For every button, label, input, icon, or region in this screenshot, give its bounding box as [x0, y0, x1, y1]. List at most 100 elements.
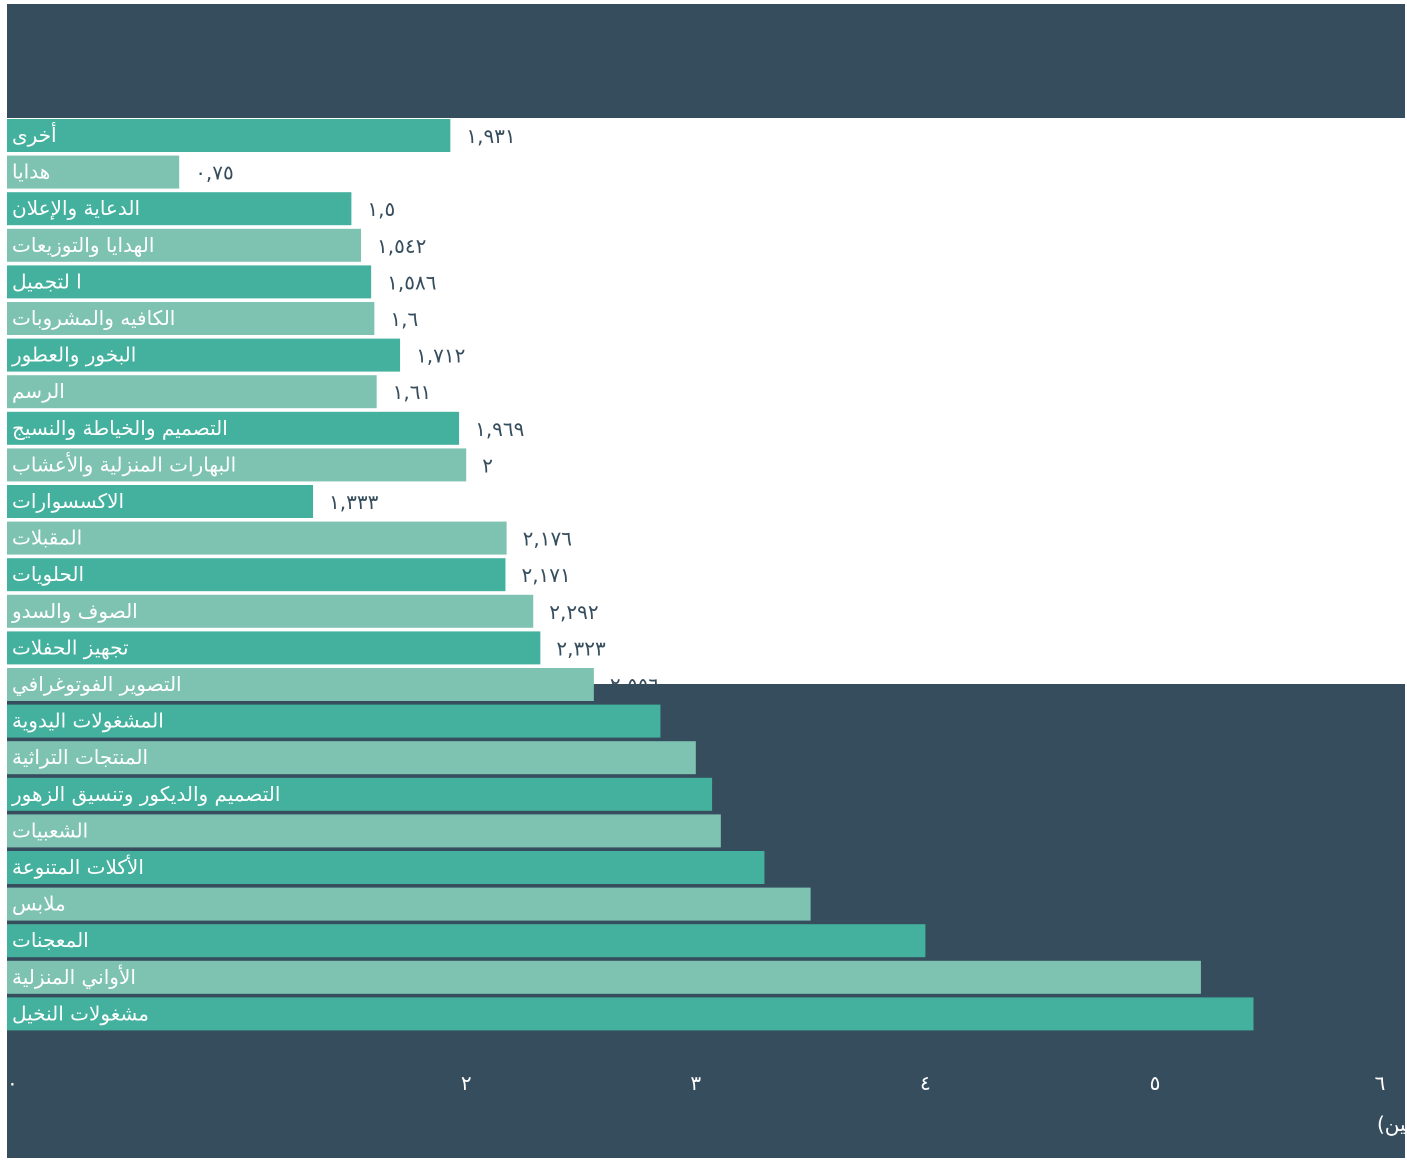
- bar: [7, 960, 1201, 994]
- category-label: الرسم: [12, 379, 65, 403]
- bar-group: المنتجات التراثية ٣: [7, 741, 723, 775]
- bar: [7, 887, 811, 921]
- bar-group: الهدايا والتوزيعات ١,٥٤٢: [7, 228, 426, 262]
- bar: [7, 741, 696, 775]
- bar-group: الدعاية والإعلان ١,٥: [7, 192, 395, 226]
- bar: [7, 485, 314, 518]
- bar-group: الحلويات ٢,١٧١: [7, 558, 571, 592]
- category-label: الشعبيات: [12, 818, 88, 842]
- category-label: ا لتجميل: [12, 269, 82, 293]
- value-label: ١,٩٣١: [466, 124, 515, 148]
- bar: [7, 228, 362, 262]
- x-tick-label: ٢: [461, 1071, 472, 1095]
- category-label: الهدايا والتوزيعات: [12, 233, 154, 257]
- value-label: ٣,٥: [827, 893, 855, 917]
- bar: [7, 411, 460, 445]
- x-tick-label: ٤: [920, 1071, 931, 1095]
- x-tick-label: ٣: [690, 1071, 701, 1095]
- bar-group: الرسم ١,٦١: [7, 375, 432, 409]
- category-label: أخرى: [12, 122, 57, 147]
- bar: [7, 631, 541, 665]
- bar-group: الأواني المنزلية ٥,٢: [7, 960, 1245, 994]
- value-label: ٣,٠٧١: [728, 783, 777, 807]
- x-axis-ticks: ٠ ٢ ٣ ٤ ٥ ٦: [7, 1071, 1385, 1095]
- bar-group: الكافيه والمشروبات ١,٦: [7, 302, 418, 335]
- bar-group: المعجنات ٤: [7, 924, 952, 958]
- bar: [7, 594, 534, 628]
- bar: [7, 192, 352, 226]
- bar-group: التصوير الفوتوغرافي ٢,٥٥٦: [7, 668, 659, 701]
- value-label: ٣: [712, 746, 723, 770]
- bar: [7, 814, 721, 848]
- value-label: ٢,١٧٦: [523, 527, 572, 551]
- bar: [7, 924, 926, 958]
- value-label: ٢: [482, 453, 493, 477]
- category-label: الحلويات: [12, 562, 84, 586]
- category-label: هدايا: [12, 160, 50, 184]
- bar: [7, 558, 506, 592]
- category-label: التصميم والديكور وتنسيق الزهور: [11, 782, 280, 806]
- bar-group: البهارات المنزلية والأعشاب ٢: [7, 448, 493, 482]
- value-label: ٢,١٧١: [521, 563, 570, 587]
- bar-group: التصميم والخياطة والنسيج ١,٩٦٩: [7, 411, 524, 445]
- category-label: التصوير الفوتوغرافي: [12, 672, 182, 697]
- value-label: ٣,١٠٩: [737, 819, 786, 843]
- chart-header-panel: [7, 4, 1405, 118]
- bar: [7, 851, 765, 884]
- bar: [7, 302, 375, 335]
- category-label: المعجنات: [12, 928, 89, 952]
- value-label: ٥,٢: [1217, 966, 1245, 990]
- bar-group: الأكلات المتنوعة ٣,٢٩٩: [7, 851, 830, 884]
- category-label: الأكلات المتنوعة: [12, 855, 144, 879]
- value-label: ١,٥٤٢: [377, 234, 426, 258]
- bar: [7, 448, 467, 482]
- x-tick-label: ٠: [7, 1071, 18, 1095]
- x-axis-title: متوسط (عدد الرجال العاملين + عدد النساء …: [1377, 1112, 1407, 1136]
- bar-group: الشعبيات ٣,١٠٩: [7, 814, 786, 848]
- value-label: ١,٩٦٩: [475, 417, 524, 441]
- value-label: ١,٥: [367, 197, 395, 221]
- category-label: التصميم والخياطة والنسيج: [12, 416, 228, 440]
- category-label: المشغولات اليدوية: [12, 709, 164, 733]
- category-label: ملابس: [12, 892, 66, 916]
- bar: [7, 119, 451, 152]
- bar: [7, 521, 507, 555]
- category-label: المقبلات: [12, 526, 82, 550]
- bar-group: أخرى ١,٩٣١: [7, 119, 516, 152]
- x-tick-label: ٥: [1150, 1071, 1161, 1095]
- category-label: الصوف والسدو: [11, 599, 138, 623]
- bar: [7, 997, 1254, 1031]
- value-label: ٢,٥٥٦: [610, 673, 659, 697]
- bar-group: تجهيز الحفلات ٢,٣٢٣: [7, 631, 606, 665]
- category-label: البخور والعطور: [11, 343, 136, 367]
- value-label: ٢,٢٩٢: [549, 600, 598, 624]
- value-label: ١,٦: [390, 307, 418, 331]
- bar-group: ا لتجميل ١,٥٨٦: [7, 265, 436, 299]
- bar: [7, 777, 713, 811]
- value-label: ٠,٧٥: [195, 161, 234, 185]
- bar-group: هدايا ٠,٧٥: [7, 155, 234, 189]
- category-label: الكافيه والمشروبات: [12, 306, 175, 330]
- bar-group: الاكسسوارات ١,٣٣٣: [7, 485, 379, 518]
- bar: [7, 704, 661, 738]
- value-label: ٥,٤٢٩: [1269, 1002, 1318, 1026]
- bar-group: المشغولات اليدوية ٢,٨٤٦: [7, 704, 726, 738]
- bar: [7, 265, 372, 299]
- value-label: ١,٥٨٦: [387, 270, 436, 294]
- category-label: الاكسسوارات: [12, 489, 124, 513]
- bars-layer: أخرى ١,٩٣١ هدايا ٠,٧٥ الدعاية والإعلان ١,٥ اله…: [7, 119, 1319, 1031]
- category-label: تجهيز الحفلات: [12, 635, 129, 659]
- bar-group: المقبلات ٢,١٧٦: [7, 521, 572, 555]
- bar-group: ملابس ٣,٥: [7, 887, 855, 921]
- value-label: ١,٣٣٣: [329, 490, 379, 514]
- value-label: ٤: [941, 929, 952, 953]
- value-label: ٢,٨٤٦: [676, 710, 725, 734]
- bar: [7, 668, 594, 701]
- category-label: البهارات المنزلية والأعشاب: [12, 452, 236, 476]
- category-label: مشغولات النخيل: [12, 1001, 149, 1025]
- value-label: ١,٦١: [393, 380, 432, 404]
- category-label: الأواني المنزلية: [12, 965, 136, 990]
- bar: [7, 155, 180, 189]
